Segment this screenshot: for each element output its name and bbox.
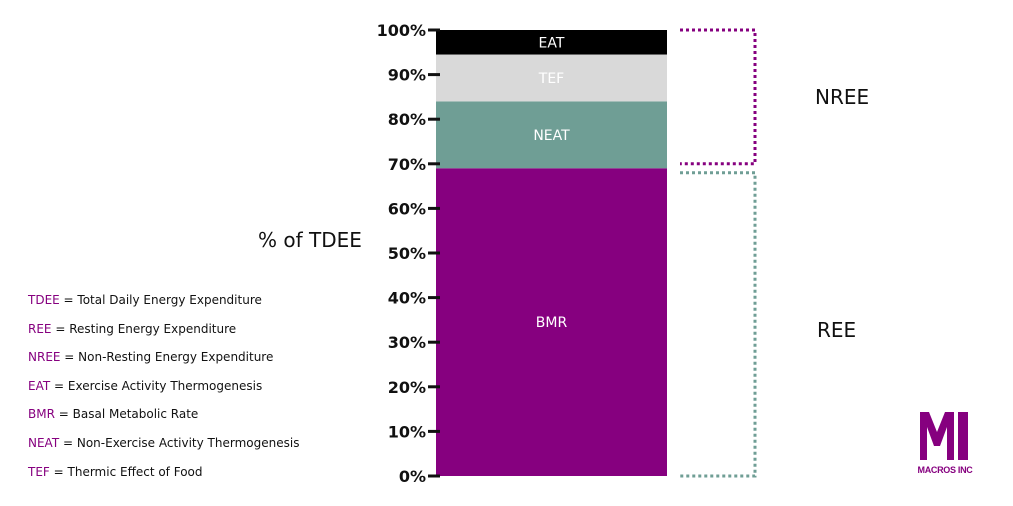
legend-item-tef: TEF = Thermic Effect of Food	[28, 465, 299, 494]
legend-text: = Total Daily Energy Expenditure	[59, 293, 262, 307]
bar-segment-bmr	[436, 168, 667, 476]
legend-abbr: NEAT	[28, 435, 60, 450]
legend-item-bmr: BMR = Basal Metabolic Rate	[28, 407, 299, 436]
bar-segment-tef	[436, 54, 667, 102]
logo-wordmark: MACROS INC	[917, 465, 973, 475]
segment-label-tef: TEF	[538, 71, 564, 87]
y-tick-label: 10%	[388, 422, 426, 441]
legend-abbr: NREE	[28, 350, 61, 365]
legend-text: = Non-Exercise Activity Thermogenesis	[59, 435, 300, 450]
y-tick-label: 80%	[388, 110, 426, 129]
y-tick-label: 60%	[388, 199, 426, 218]
y-tick-label: 50%	[388, 244, 426, 263]
ree-bracket-label: REE	[817, 318, 857, 342]
nree-bracket	[680, 28, 757, 166]
legend-item-ree: REE = Resting Energy Expenditure	[28, 322, 299, 351]
nree-bracket-label: NREE	[815, 85, 870, 109]
segment-label-bmr: BMR	[536, 315, 568, 331]
bar-segment-eat	[436, 30, 667, 55]
legend-text: = Exercise Activity Thermogenesis	[50, 378, 263, 393]
y-axis-label: % of TDEE	[258, 228, 362, 252]
legend-text: = Basal Metabolic Rate	[54, 407, 199, 422]
legend-item-nree: NREE = Non-Resting Energy Expenditure	[28, 350, 299, 379]
mi-logo-mark	[920, 412, 968, 460]
ree-bracket	[680, 171, 757, 478]
y-tick-label: 20%	[388, 378, 426, 397]
y-tick-label: 0%	[399, 467, 426, 486]
y-tick-label: 40%	[388, 289, 426, 308]
segment-label-eat: EAT	[539, 35, 565, 51]
legend: TDEE = Total Daily Energy Expenditure RE…	[28, 293, 299, 493]
y-tick-label: 100%	[377, 21, 426, 40]
y-tick-label: 70%	[388, 155, 426, 174]
macros-inc-logo: MACROS INC	[917, 412, 973, 480]
legend-text: = Non-Resting Energy Expenditure	[60, 350, 274, 365]
bar-segment-neat	[436, 101, 667, 169]
legend-abbr: TDEE	[28, 293, 60, 307]
legend-abbr: TEF	[28, 464, 50, 479]
y-tick-label: 90%	[388, 66, 426, 85]
legend-abbr: BMR	[28, 407, 55, 422]
legend-item-eat: EAT = Exercise Activity Thermogenesis	[28, 379, 299, 408]
legend-abbr: REE	[28, 321, 52, 336]
segment-label-neat: NEAT	[533, 128, 570, 144]
y-tick-label: 30%	[388, 333, 426, 352]
legend-text: = Thermic Effect of Food	[49, 464, 203, 479]
legend-abbr: EAT	[28, 378, 51, 393]
legend-item-tdee: TDEE = Total Daily Energy Expenditure	[28, 293, 299, 322]
legend-text: = Resting Energy Expenditure	[51, 321, 237, 336]
legend-item-neat: NEAT = Non-Exercise Activity Thermogenes…	[28, 436, 299, 465]
